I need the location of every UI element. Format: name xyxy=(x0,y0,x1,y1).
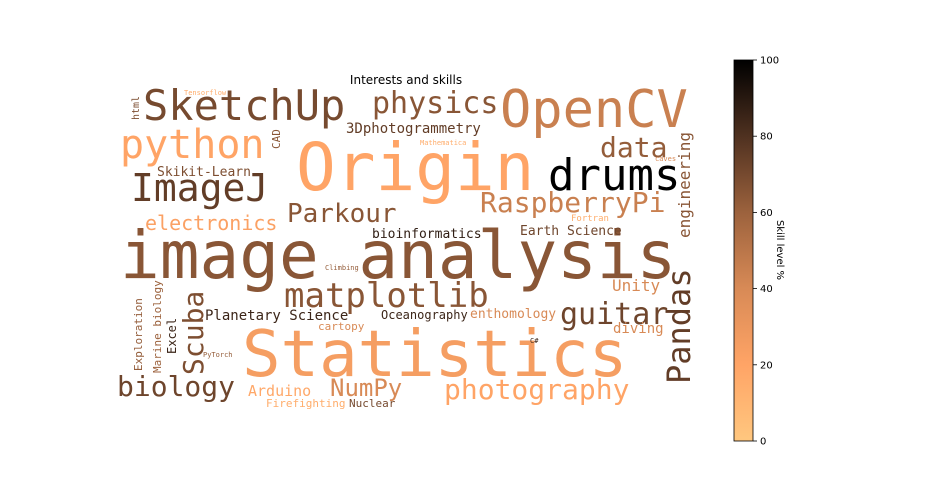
word-firefighting: Firefighting xyxy=(266,397,345,410)
word-caves: caves xyxy=(655,155,676,163)
word-c: C# xyxy=(530,337,539,345)
word-matplotlib: matplotlib xyxy=(284,276,489,316)
colorbar-tick-label: 20 xyxy=(760,360,773,371)
word-3dphotogrammetry: 3Dphotogrammetry xyxy=(346,121,481,137)
word-diving: diving xyxy=(613,321,664,337)
word-cartopy: cartopy xyxy=(318,320,365,333)
word-exploration: Exploration xyxy=(132,298,145,371)
word-sketchup: SketchUp xyxy=(143,81,345,130)
word-html: html xyxy=(131,96,142,120)
word-mathematica: Mathematica xyxy=(420,139,466,147)
word-fortran: Fortran xyxy=(571,214,609,224)
word-tensorflow: Tensorflow xyxy=(184,89,227,97)
colorbar-tick-label: 60 xyxy=(760,208,773,219)
word-biology: biology xyxy=(117,370,235,403)
word-engineering: engineering xyxy=(675,132,694,238)
word-oceanography: Oceanography xyxy=(381,308,468,322)
word-drums: drums xyxy=(548,150,680,201)
colorbar-label: Skill level % xyxy=(774,220,785,280)
word-electronics: electronics xyxy=(145,211,277,235)
word-guitar: guitar xyxy=(560,297,668,332)
chart-title: Interests and skills xyxy=(350,73,462,87)
colorbar-tick-label: 100 xyxy=(760,56,779,67)
colorbar-ticks: 0 20 40 60 80 100 xyxy=(753,56,779,448)
colorbar-tick-label: 40 xyxy=(760,284,773,295)
word-parkour: Parkour xyxy=(287,199,397,229)
word-pandas: Pandas xyxy=(660,268,698,384)
word-cad: CAD xyxy=(270,129,283,149)
word-skikit-learn: Skikit-Learn xyxy=(157,165,251,180)
word-opencv: OpenCV xyxy=(500,80,688,140)
word-photography: photography xyxy=(444,373,629,406)
word-excel: Excel xyxy=(165,318,179,354)
word-nuclear: Nuclear xyxy=(349,397,396,410)
word-arduino: Arduino xyxy=(248,382,311,400)
word-image-analysis: image analysis xyxy=(120,217,676,294)
word-unity: Unity xyxy=(612,276,661,295)
colorbar: 0 20 40 60 80 100 Skill level % xyxy=(733,56,785,448)
word-imagej: ImageJ xyxy=(131,166,268,210)
word-scuba: Scuba xyxy=(177,291,210,375)
word-earth-science: Earth Science xyxy=(520,224,622,239)
word-marine-biology: Marine biology xyxy=(151,280,164,373)
colorbar-gradient xyxy=(733,59,754,442)
word-physics: physics xyxy=(372,86,498,121)
word-statistics: Statistics xyxy=(242,318,627,392)
colorbar-tick-label: 0 xyxy=(760,437,766,448)
word-planetary-science: Planetary Science xyxy=(205,308,348,324)
word-origin: Origin xyxy=(296,129,534,206)
word-bioinformatics: bioinformatics xyxy=(372,227,482,242)
word-python: python xyxy=(120,122,265,168)
word-numpy: NumPy xyxy=(330,374,402,402)
colorbar-tick-label: 80 xyxy=(760,132,773,143)
word-data: data xyxy=(600,131,667,164)
word-pytorch: PyTorch xyxy=(203,351,233,359)
word-climbing: Climbing xyxy=(325,264,359,272)
word-raspberrypi: RaspberryPi xyxy=(480,186,665,219)
word-enthomology: enthomology xyxy=(470,307,556,322)
